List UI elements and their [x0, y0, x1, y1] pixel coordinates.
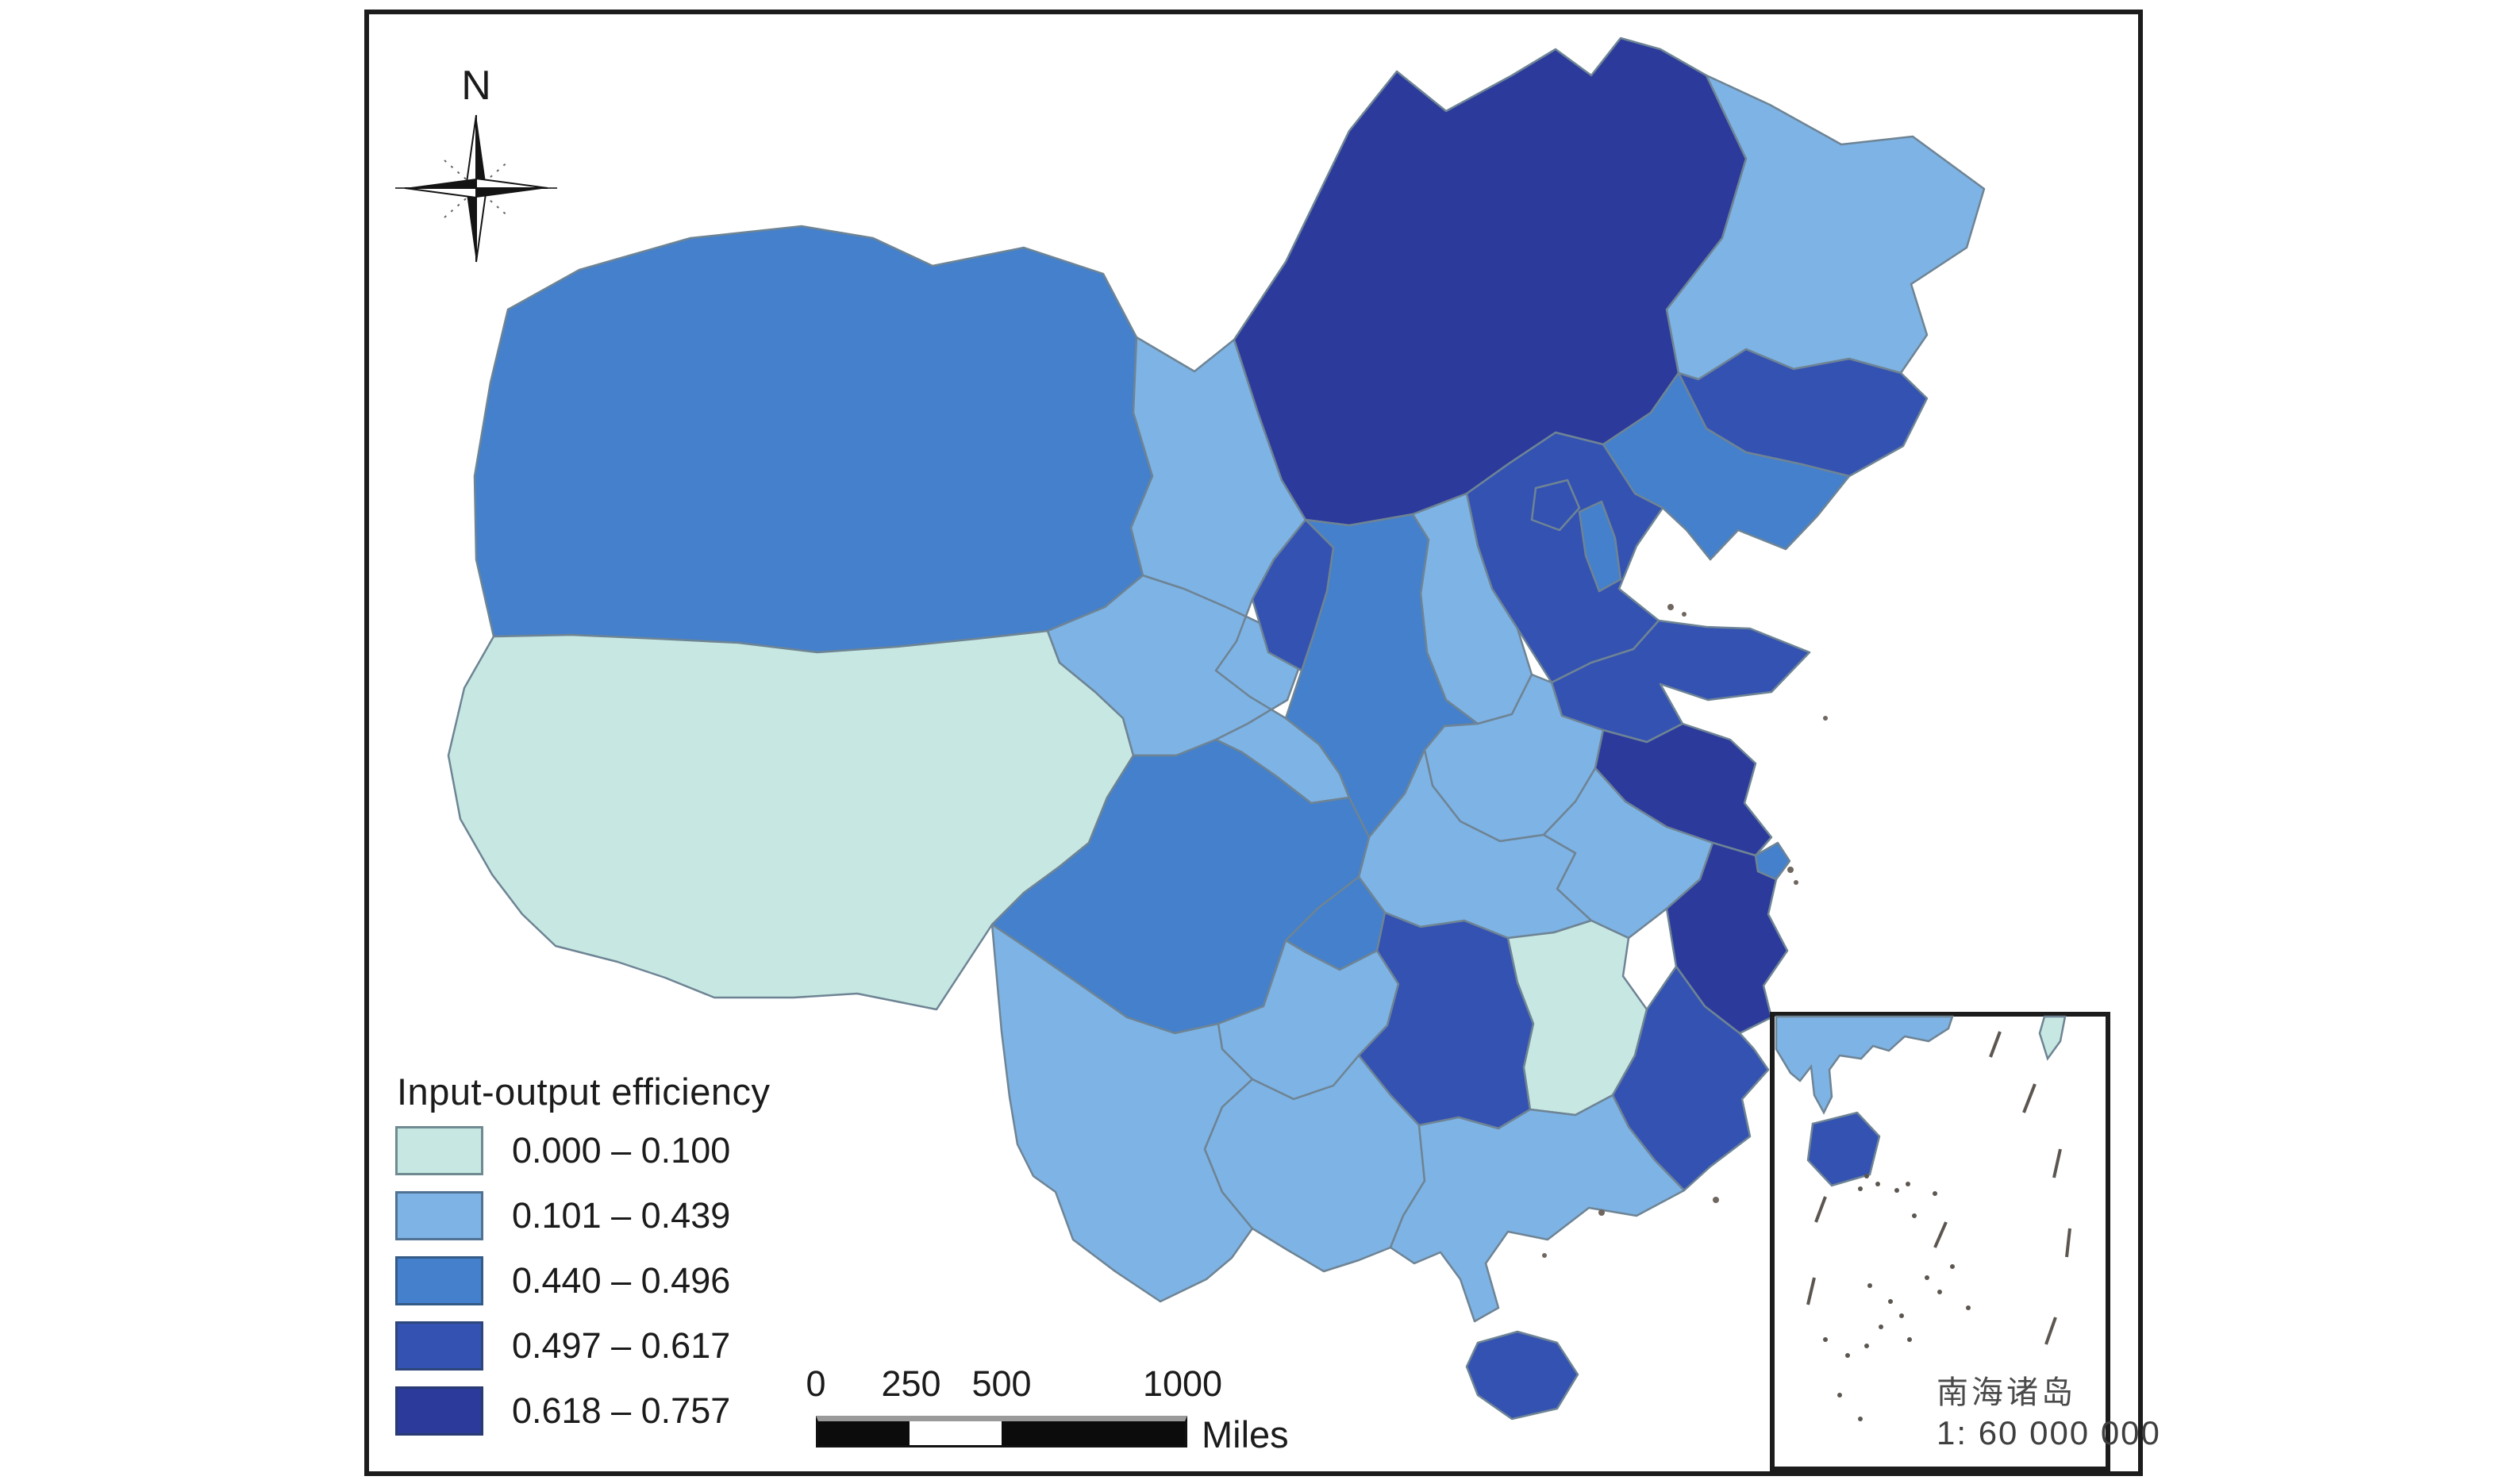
- scale-segment-white: [910, 1421, 1002, 1445]
- inset-scale-text: 1: 60 000 000: [1937, 1414, 2161, 1451]
- inset-map: [1770, 1012, 2110, 1471]
- scale-tick-0: 0: [806, 1363, 826, 1404]
- inset-dash-boundary: [1806, 1031, 2071, 1345]
- legend: Input-output efficiency 0.000 – 0.100 0.…: [395, 1070, 770, 1451]
- legend-title: Input-output efficiency: [397, 1071, 771, 1113]
- province-xinjiang: [473, 225, 1154, 654]
- inset-islets: [1823, 1174, 1971, 1421]
- legend-row: 0.497 – 0.617: [395, 1321, 770, 1371]
- legend-row: 0.000 – 0.100: [395, 1126, 770, 1175]
- legend-label-3: 0.440 – 0.496: [512, 1260, 731, 1301]
- scale-tick-250: 250: [881, 1363, 941, 1404]
- province-layer: [447, 37, 1986, 1421]
- inset-taiwan-tip: [2038, 1015, 2067, 1061]
- inset-label: 南海诸岛: [1937, 1375, 2076, 1410]
- legend-row: 0.101 – 0.439: [395, 1191, 770, 1240]
- legend-swatch-4: [395, 1321, 483, 1371]
- province-beijing: [1530, 479, 1581, 532]
- legend-swatch-2: [395, 1191, 483, 1240]
- scale-bar: 0 250 500 1000 Miles: [800, 1363, 1356, 1474]
- scale-tick-500: 500: [971, 1363, 1032, 1404]
- legend-row: 0.440 – 0.496: [395, 1256, 770, 1305]
- legend-label-5: 0.618 – 0.757: [512, 1390, 731, 1431]
- scale-bar-rule: [816, 1416, 1187, 1447]
- scale-segment-black: [1002, 1421, 1185, 1445]
- compass-rose: [395, 114, 557, 263]
- province-hainan: [1465, 1330, 1579, 1421]
- legend-label-4: 0.497 – 0.617: [512, 1325, 731, 1366]
- province-shanghai: [1754, 841, 1791, 881]
- scale-tick-1000: 1000: [1142, 1363, 1223, 1404]
- legend-swatch-1: [395, 1126, 483, 1175]
- inset-hainan: [1806, 1111, 1881, 1187]
- legend-row: 0.618 – 0.757: [395, 1386, 770, 1436]
- legend-label-2: 0.101 – 0.439: [512, 1195, 731, 1236]
- province-guangdong: [1389, 1094, 1686, 1323]
- inset-mainland-coast: [1775, 1015, 1954, 1115]
- scale-unit-label: Miles: [1202, 1413, 1289, 1455]
- province-tianjin: [1578, 500, 1622, 593]
- scale-segment-black: [818, 1421, 910, 1445]
- legend-swatch-5: [395, 1386, 483, 1436]
- legend-swatch-3: [395, 1256, 483, 1305]
- province-ningxia: [1251, 518, 1335, 672]
- legend-label-1: 0.000 – 0.100: [512, 1130, 731, 1171]
- compass-north-label: N: [461, 63, 491, 109]
